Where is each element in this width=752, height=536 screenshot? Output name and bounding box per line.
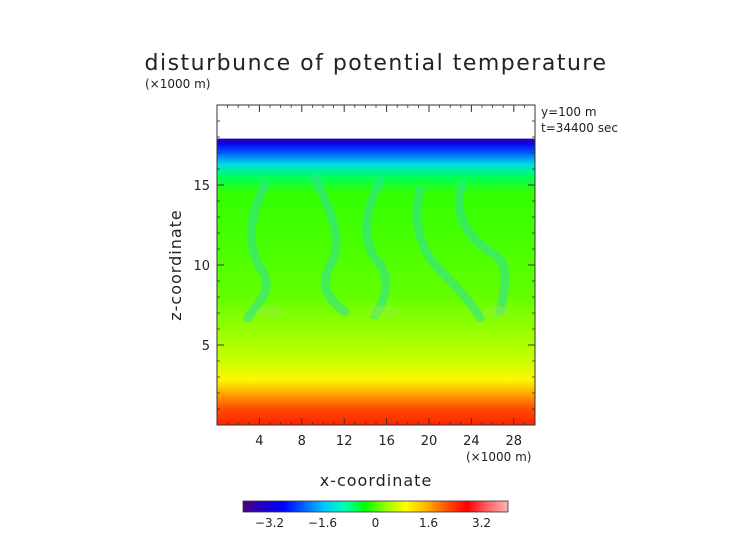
colorbar-tick-label: −1.6: [308, 516, 337, 530]
x-tick-label: 16: [378, 434, 395, 449]
blob-2: [367, 306, 399, 318]
colorbar-ticks: −3.2 −1.6 0 1.6 3.2: [255, 516, 491, 530]
plume-left: [243, 180, 271, 323]
blob-1: [256, 306, 284, 318]
x-unit-label: (×1000 m): [466, 450, 531, 464]
chart-title: disturbunce of potential temperature: [145, 51, 608, 76]
colorbar-tick-label: 1.6: [419, 516, 438, 530]
plume-center-left: [310, 173, 350, 317]
y-tick-label: 10: [193, 259, 210, 274]
y-axis-label: z-coordinate: [166, 209, 185, 321]
annotation-time: t=34400 sec: [541, 121, 618, 135]
plume-layer: [243, 173, 510, 323]
z-unit-label: (×1000 m): [145, 77, 210, 91]
plume-center: [362, 177, 391, 320]
x-tick-label: 8: [298, 434, 306, 449]
x-axis: 4 8 12 16 20 24 28: [227, 105, 525, 449]
x-axis-label: x-coordinate: [320, 471, 433, 490]
colorbar-tick-label: 3.2: [472, 516, 491, 530]
x-tick-label: 4: [255, 434, 263, 449]
warm-blobs: [256, 306, 510, 318]
colorbar: [242, 500, 509, 513]
colorbar-tick-label: 0: [372, 516, 380, 530]
x-tick-label: 24: [463, 434, 480, 449]
plume-center-right: [412, 185, 485, 323]
plume-right: [454, 180, 510, 317]
blob-3: [482, 306, 510, 318]
y-tick-label: 15: [193, 179, 210, 194]
x-tick-label: 28: [506, 434, 523, 449]
annotation-y: y=100 m: [541, 105, 597, 119]
x-tick-label: 12: [336, 434, 353, 449]
colorbar-tick-label: −3.2: [255, 516, 284, 530]
x-tick-label: 20: [421, 434, 438, 449]
y-tick-label: 5: [202, 339, 210, 354]
y-axis: 5 10 15: [193, 120, 535, 410]
field-layer: [217, 138, 535, 425]
